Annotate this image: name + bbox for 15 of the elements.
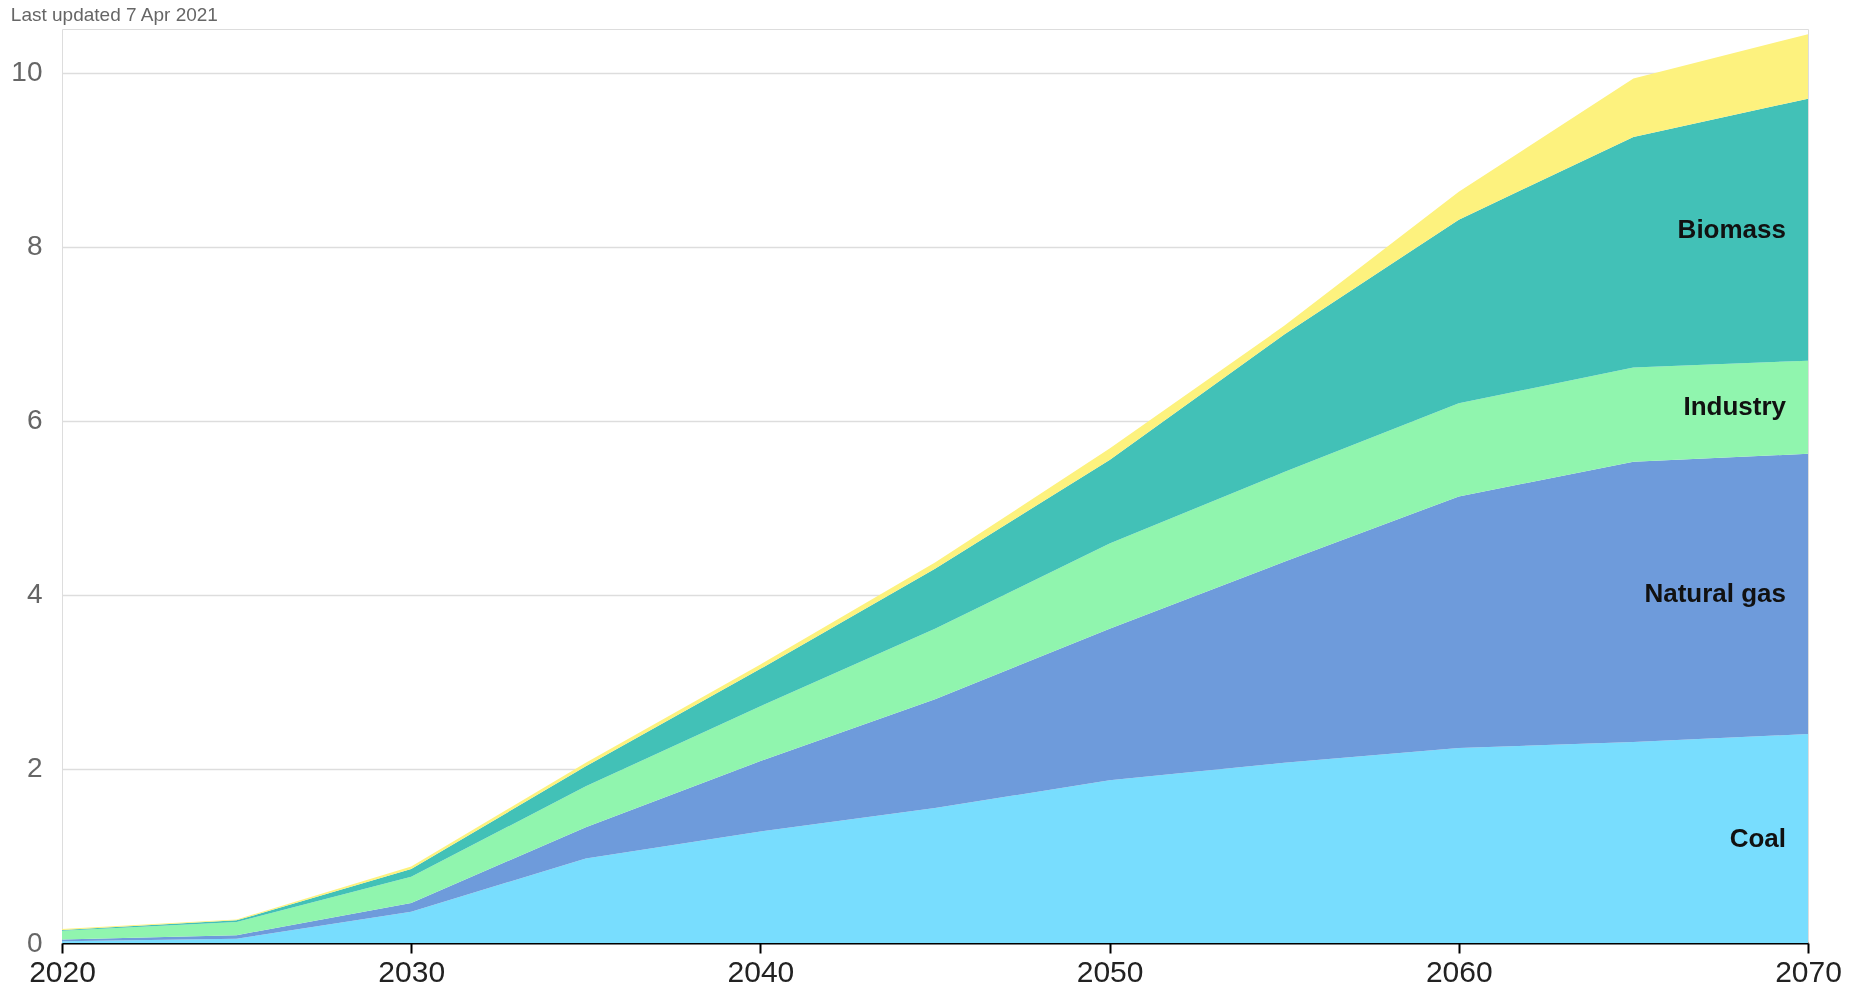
series-label: Natural gas (1644, 577, 1786, 608)
x-tick-label: 2050 (1076, 954, 1144, 988)
series-label: Industry (1683, 391, 1787, 422)
x-tick-label: 2060 (1425, 954, 1493, 988)
x-tick-label: 2040 (727, 954, 795, 988)
y-tick-label: 4 (26, 578, 43, 610)
series-label: Coal (1729, 822, 1786, 853)
x-tick-label: 2070 (1775, 954, 1842, 988)
y-tick-label: 6 (26, 404, 43, 436)
y-tick-label: 2 (26, 752, 43, 784)
y-tick-label: 10 (11, 56, 43, 88)
y-tick-label: 8 (26, 230, 43, 262)
text: Last updated 7 Apr 2021 (10, 4, 218, 25)
series-label: Biomass (1677, 213, 1786, 244)
x-tick-label: 2030 (378, 954, 446, 988)
